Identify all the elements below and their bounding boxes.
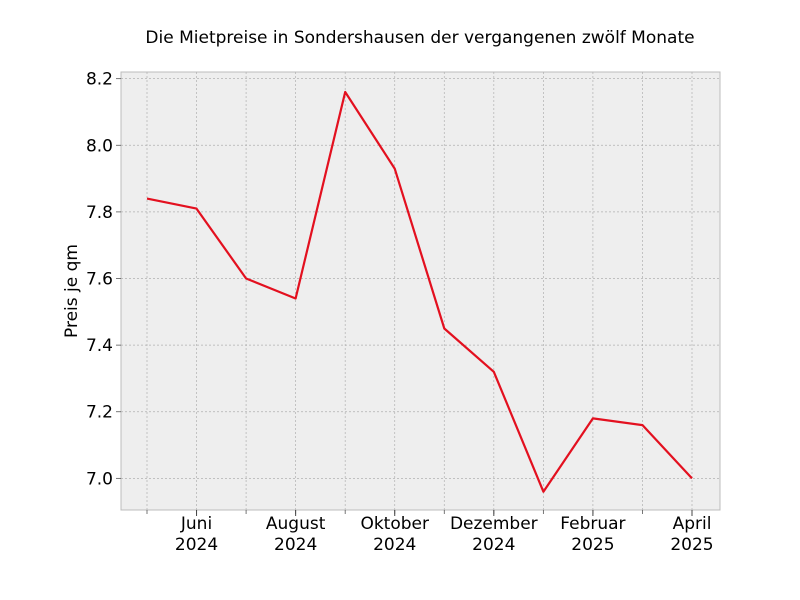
y-tick-label: 7.6 xyxy=(86,270,113,290)
x-tick-label-year: 2025 xyxy=(670,535,713,555)
series-layer xyxy=(146,90,693,493)
x-tick-label-month: August xyxy=(266,514,326,534)
x-tick-label-month: Dezember xyxy=(450,514,538,534)
x-tick-label-month: Juni xyxy=(180,514,212,534)
x-tick-label-year: 2024 xyxy=(175,535,218,555)
y-tick-label: 7.2 xyxy=(86,403,113,423)
x-tick-label-year: 2024 xyxy=(274,535,317,555)
y-tick-label: 8.2 xyxy=(86,70,113,90)
x-tick-label-year: 2024 xyxy=(472,535,515,555)
axis-ticks: 7.07.27.47.67.88.08.2Juni2024August2024O… xyxy=(86,70,714,555)
plot-area xyxy=(120,71,721,511)
y-axis-label: Preis je qm xyxy=(62,244,82,338)
y-tick-label: 7.4 xyxy=(86,336,113,356)
grid-lines xyxy=(121,72,720,510)
y-tick-label: 7.8 xyxy=(86,203,113,223)
x-tick-label-year: 2025 xyxy=(571,535,614,555)
x-tick-label-month: Oktober xyxy=(360,514,429,534)
series-line xyxy=(146,90,693,493)
chart-title: Die Mietpreise in Sondershausen der verg… xyxy=(145,28,694,48)
y-tick-label: 7.0 xyxy=(86,469,113,489)
x-tick-label-month: Februar xyxy=(560,514,625,534)
y-tick-label: 8.0 xyxy=(86,136,113,156)
x-tick-label-month: April xyxy=(673,514,712,534)
x-tick-label-year: 2024 xyxy=(373,535,416,555)
